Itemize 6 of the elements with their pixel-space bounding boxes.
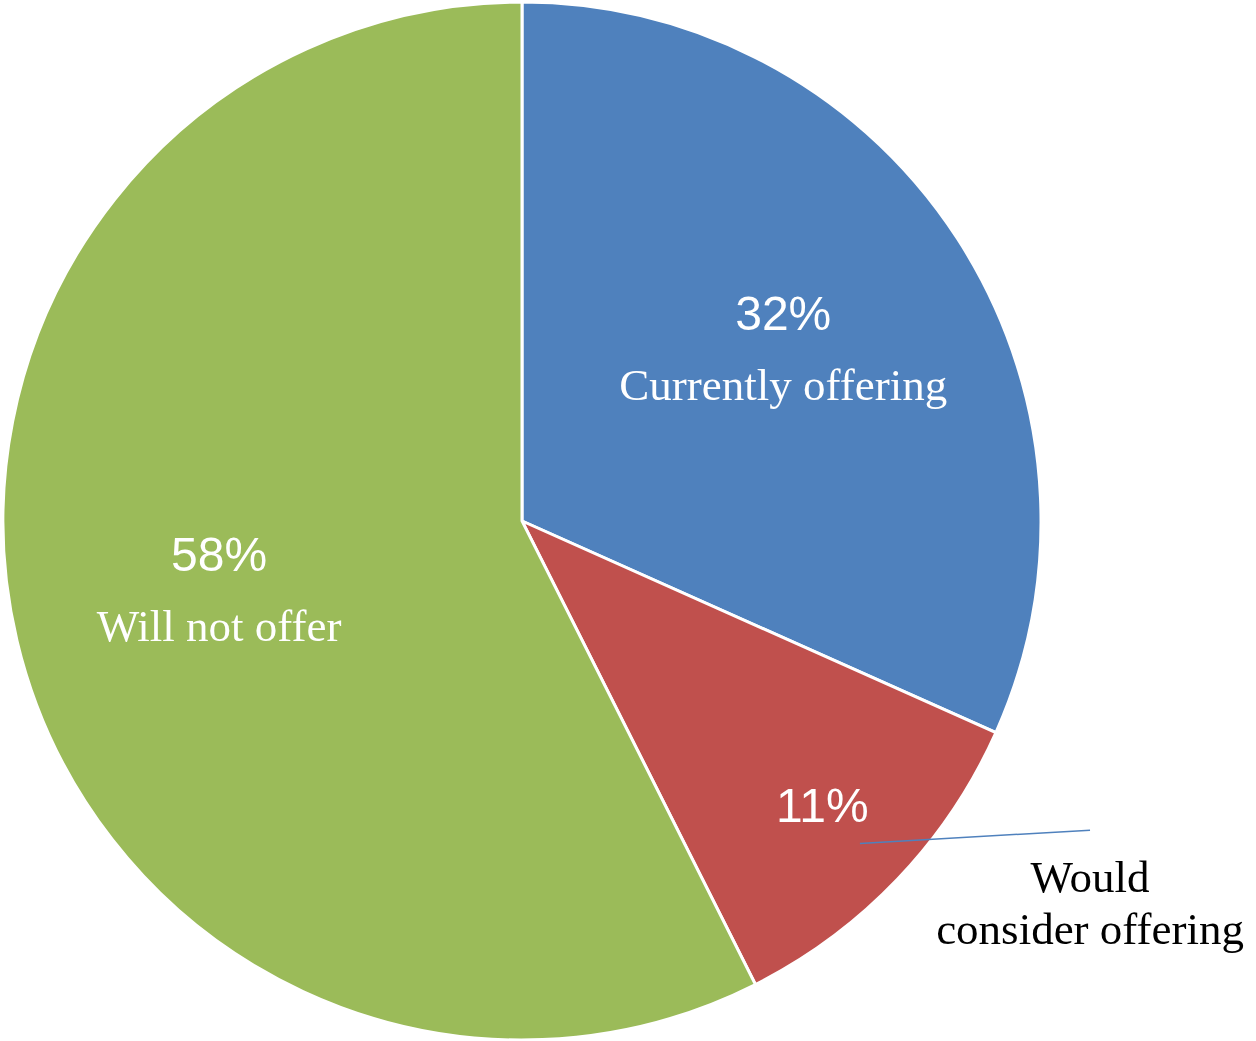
- data-label: 11%: [776, 778, 869, 832]
- data-label: 32%: [735, 286, 832, 340]
- slice-label: Will not offer: [96, 600, 342, 651]
- slice-label: Currently offering: [619, 359, 948, 410]
- slice-label: Would consider offering: [936, 852, 1244, 955]
- data-label: 58%: [171, 527, 268, 581]
